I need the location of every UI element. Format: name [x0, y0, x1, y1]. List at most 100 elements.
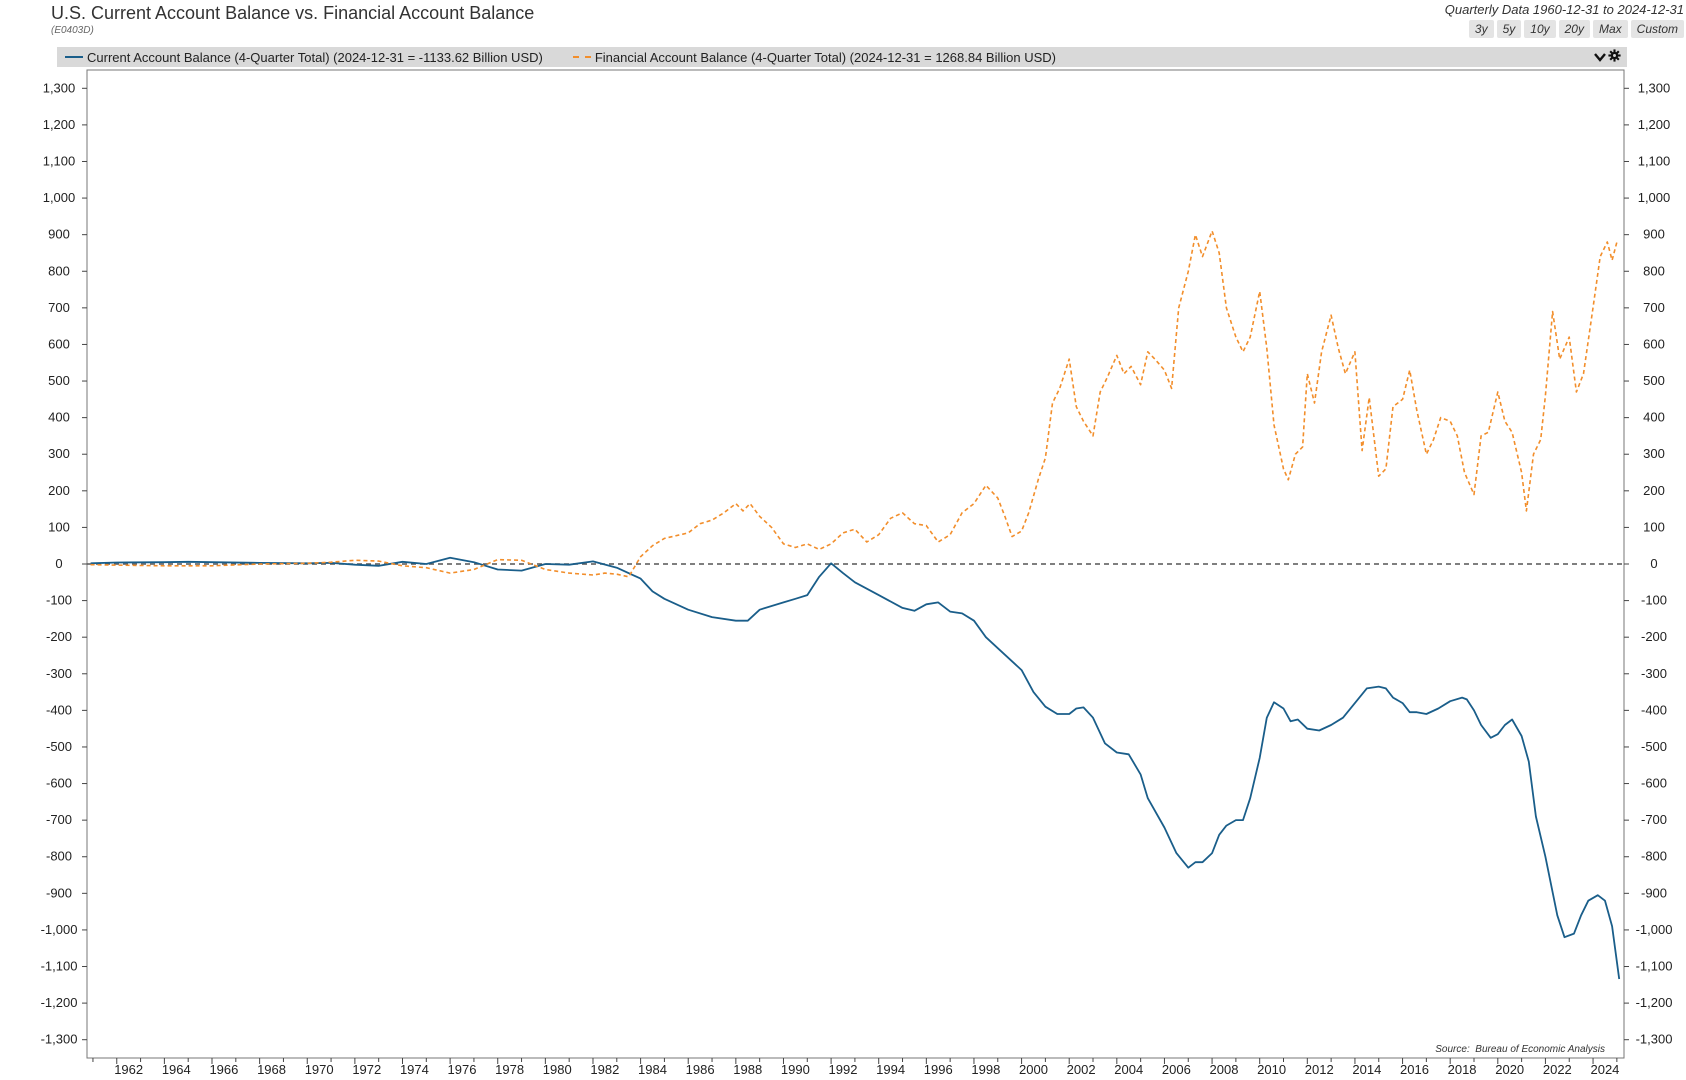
- legend-item-financial-account[interactable]: Financial Account Balance (4-Quarter Tot…: [572, 49, 1056, 65]
- y-tick-label-left: 500: [48, 373, 70, 388]
- y-tick-label-right: 500: [1643, 373, 1665, 388]
- y-tick-label-left: 300: [48, 446, 70, 461]
- y-tick-label-right: -500: [1641, 739, 1667, 754]
- range-button-5y[interactable]: 5y: [1496, 20, 1522, 38]
- chart-title: U.S. Current Account Balance vs. Financi…: [51, 3, 535, 23]
- x-tick-label: 2004: [1114, 1062, 1143, 1077]
- legend-swatch-solid: [65, 56, 83, 58]
- y-tick-label-left: -800: [46, 849, 72, 864]
- legend-item-current-account[interactable]: Current Account Balance (4-Quarter Total…: [65, 50, 543, 65]
- y-tick-label-left: -700: [46, 812, 72, 827]
- y-tick-label-right: 600: [1643, 336, 1665, 351]
- y-tick-label-right: -700: [1641, 812, 1667, 827]
- source-value: Bureau of Economic Analysis: [1475, 1044, 1605, 1055]
- y-tick-label-right: -300: [1641, 666, 1667, 681]
- x-tick-label: 1980: [543, 1062, 572, 1077]
- y-tick-label-left: -1,100: [41, 959, 78, 974]
- y-tick-label-right: 400: [1643, 410, 1665, 425]
- y-tick-label-right: 1,100: [1638, 153, 1671, 168]
- range-button-10y[interactable]: 10y: [1524, 20, 1556, 38]
- y-tick-label-left: -1,000: [41, 922, 78, 937]
- source-note: Source: Bureau of Economic Analysis: [1435, 1044, 1605, 1055]
- y-tick-label-right: -1,300: [1636, 1032, 1673, 1047]
- y-tick-label-left: -600: [46, 776, 72, 791]
- y-tick-label-left: 600: [48, 336, 70, 351]
- y-tick-label-right: 700: [1643, 300, 1665, 315]
- y-tick-label-right: 100: [1643, 519, 1665, 534]
- y-tick-label-right: 1,000: [1638, 190, 1671, 205]
- series-line-current-account: [90, 556, 1621, 980]
- x-tick-label: 1968: [257, 1062, 286, 1077]
- y-tick-label-right: 1,200: [1638, 117, 1671, 132]
- legend-label-financial-account: Financial Account Balance (4-Quarter Tot…: [594, 49, 1056, 65]
- y-tick-label-left: 200: [48, 483, 70, 498]
- y-tick-label-left: -200: [46, 629, 72, 644]
- y-tick-label-left: -1,200: [41, 995, 78, 1010]
- x-tick-label: 2016: [1400, 1062, 1429, 1077]
- x-tick-label: 2024: [1590, 1062, 1619, 1077]
- y-tick-label-left: -500: [46, 739, 72, 754]
- y-tick-label-right: -1,200: [1636, 995, 1673, 1010]
- x-tick-label: 1992: [829, 1062, 858, 1077]
- range-button-20y[interactable]: 20y: [1558, 20, 1590, 38]
- x-tick-label: 2008: [1210, 1062, 1239, 1077]
- legend-bar: Current Account Balance (4-Quarter Total…: [57, 47, 1627, 67]
- legend-swatch-dashed: [572, 56, 591, 58]
- y-tick-label-right: 900: [1643, 227, 1665, 242]
- legend-tools: [1594, 47, 1621, 67]
- y-tick-label-right: 800: [1643, 263, 1665, 278]
- y-tick-label-left: -300: [46, 666, 72, 681]
- x-tick-label: 2010: [1257, 1062, 1286, 1077]
- range-button-custom[interactable]: Custom: [1630, 20, 1684, 38]
- y-tick-label-left: 1,300: [43, 80, 76, 95]
- x-tick-label: 1970: [305, 1062, 334, 1077]
- x-tick-label: 1974: [400, 1062, 429, 1077]
- range-button-max[interactable]: Max: [1592, 20, 1628, 38]
- y-tick-label-right: -100: [1641, 593, 1667, 608]
- chart-code: (E0403D): [51, 25, 94, 36]
- x-tick-label: 2022: [1543, 1062, 1572, 1077]
- x-tick-label: 1966: [209, 1062, 238, 1077]
- y-tick-label-left: 1,200: [43, 117, 76, 132]
- y-tick-label-left: -400: [46, 702, 72, 717]
- y-tick-label-left: 1,100: [43, 153, 76, 168]
- y-tick-label-right: 200: [1643, 483, 1665, 498]
- y-tick-label-left: 700: [48, 300, 70, 315]
- x-tick-label: 1996: [924, 1062, 953, 1077]
- y-tick-label-right: -800: [1641, 849, 1667, 864]
- x-tick-label: 2014: [1352, 1062, 1381, 1077]
- gear-icon[interactable]: [1608, 49, 1621, 65]
- series-line-financial-account: [90, 230, 1618, 578]
- x-tick-label: 2012: [1305, 1062, 1334, 1077]
- y-tick-label-left: -100: [46, 593, 72, 608]
- x-tick-label: 1998: [971, 1062, 1000, 1077]
- y-tick-label-left: -900: [46, 885, 72, 900]
- x-tick-label: 1988: [733, 1062, 762, 1077]
- x-tick-label: 2002: [1067, 1062, 1096, 1077]
- x-tick-label: 1978: [495, 1062, 524, 1077]
- legend-label-current-account: Current Account Balance (4-Quarter Total…: [87, 49, 543, 65]
- x-tick-label: 2018: [1448, 1062, 1477, 1077]
- x-tick-label: 1972: [352, 1062, 381, 1077]
- y-tick-label-left: 100: [48, 519, 70, 534]
- range-button-group: 3y 5y 10y 20y Max Custom: [1468, 20, 1684, 38]
- y-tick-label-right: 300: [1643, 446, 1665, 461]
- y-tick-label-left: -1,300: [41, 1032, 78, 1047]
- y-tick-label-right: -400: [1641, 702, 1667, 717]
- y-tick-label-right: 1,300: [1638, 80, 1671, 95]
- y-tick-label-left: 800: [48, 263, 70, 278]
- range-button-3y[interactable]: 3y: [1468, 20, 1494, 38]
- y-tick-label-left: 400: [48, 410, 70, 425]
- chevron-down-icon[interactable]: [1594, 50, 1606, 65]
- x-tick-label: 2000: [1019, 1062, 1048, 1077]
- x-tick-label: 1994: [876, 1062, 905, 1077]
- x-tick-label: 2020: [1495, 1062, 1524, 1077]
- x-tick-label: 1986: [686, 1062, 715, 1077]
- x-tick-label: 1976: [448, 1062, 477, 1077]
- y-tick-label-right: 0: [1650, 556, 1657, 571]
- x-tick-label: 1990: [781, 1062, 810, 1077]
- x-tick-label: 2006: [1162, 1062, 1191, 1077]
- x-tick-label: 1982: [590, 1062, 619, 1077]
- y-tick-label-right: -200: [1641, 629, 1667, 644]
